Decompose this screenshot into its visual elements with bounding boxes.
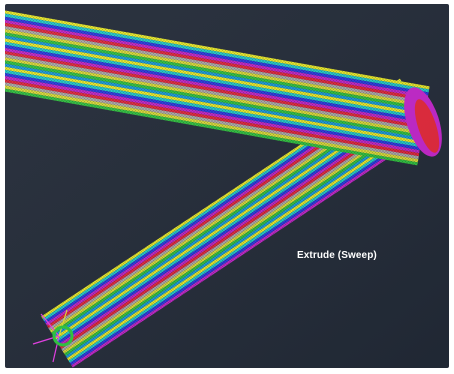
triad-axis	[52, 335, 60, 363]
swept-cable-model	[5, 4, 449, 368]
axis-triad-icon	[32, 309, 74, 363]
lighting-overlay	[5, 4, 449, 368]
triad-axis	[58, 309, 68, 337]
3d-viewport[interactable]: Extrude (Sweep)	[5, 4, 449, 368]
cable-strands	[5, 4, 449, 368]
extrude-sweep-label: Extrude (Sweep)	[297, 250, 377, 261]
cable-end-face	[52, 325, 74, 347]
